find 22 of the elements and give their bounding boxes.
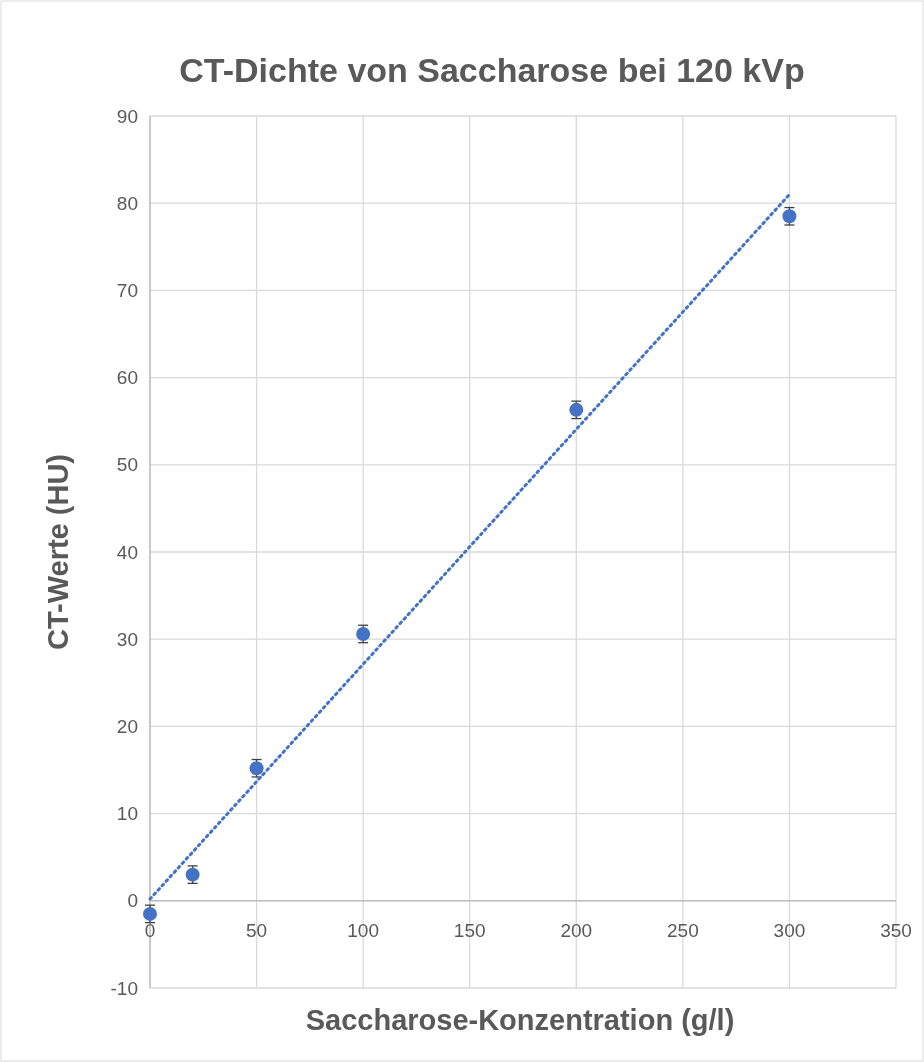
x-tick-label: 100 <box>347 919 379 941</box>
x-tick-label: 50 <box>246 919 268 941</box>
x-tick-label: 250 <box>667 919 699 941</box>
y-tick-label: 40 <box>116 541 138 563</box>
chart-title: CT-Dichte von Saccharose bei 120 kVp <box>179 51 805 89</box>
y-tick-label: 30 <box>116 628 138 650</box>
x-axis-title: Saccharose-Konzentration (g/l) <box>305 1004 735 1036</box>
x-tick-label: 0 <box>144 919 156 941</box>
y-tick-label: 20 <box>116 716 138 738</box>
y-tick-label: 60 <box>116 367 138 389</box>
x-tick-label: 200 <box>560 919 593 941</box>
y-tick-label: -10 <box>110 977 138 999</box>
y-axis-title: CT-Werte (HU) <box>42 453 74 651</box>
x-tick-label: 150 <box>453 919 486 941</box>
y-tick-label: 70 <box>116 280 138 302</box>
y-tick-label: 90 <box>116 105 138 127</box>
y-tick-label: 80 <box>116 192 138 214</box>
x-tick-label: 300 <box>773 919 806 941</box>
y-tick-label: 50 <box>116 454 138 476</box>
x-tick-label: 350 <box>880 919 912 941</box>
y-tick-label: 10 <box>116 803 138 825</box>
y-tick-label: 0 <box>127 890 138 912</box>
